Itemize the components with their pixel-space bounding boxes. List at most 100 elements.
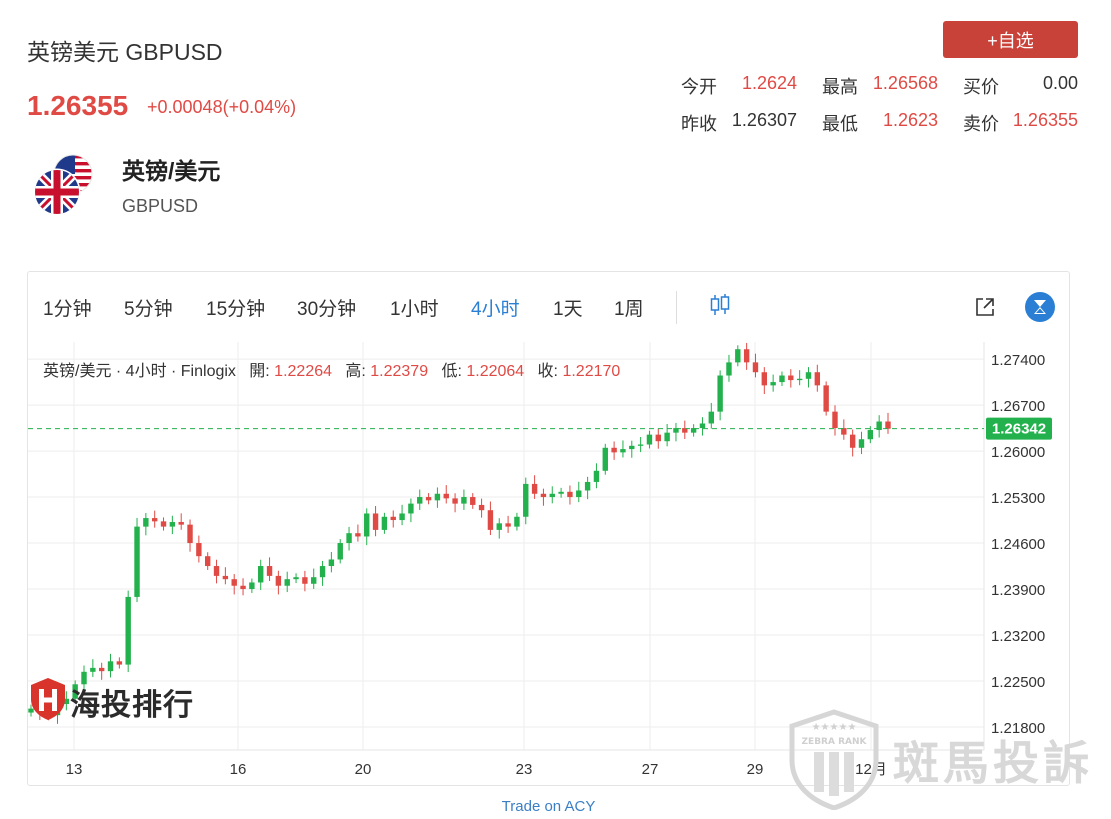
legend-open-label: 開:	[249, 363, 270, 380]
prev-close-label: 昨收	[681, 114, 717, 134]
y-tick-label: 1.26700	[991, 398, 1045, 415]
candle-body	[814, 372, 821, 386]
legend-high-label: 高:	[345, 363, 366, 380]
candle-body	[328, 559, 335, 567]
svg-text:★★★★★: ★★★★★	[812, 722, 857, 733]
zebra-rank-badge-text: ZEBRA RANK	[802, 737, 868, 747]
candle-body	[434, 493, 441, 501]
ask-value: 1.26355	[1012, 110, 1078, 130]
y-tick-label: 1.22500	[991, 674, 1045, 691]
symbol-name: 英镑/美元	[122, 158, 221, 184]
candle-body	[178, 522, 184, 525]
candle-body	[832, 411, 838, 429]
prev-close-value: 1.26307	[731, 110, 797, 130]
candle-body	[81, 671, 87, 685]
candle-body	[266, 566, 273, 576]
candle-body	[478, 504, 485, 511]
candle-body	[125, 596, 131, 665]
candle-body	[805, 372, 812, 379]
tab-1min[interactable]: 1分钟	[43, 299, 92, 320]
candle-body	[284, 579, 290, 586]
candle-body	[372, 513, 379, 530]
candle-body	[134, 526, 140, 597]
candle-body	[735, 349, 741, 363]
candle-body	[169, 522, 176, 527]
candlestick-icon[interactable]	[708, 293, 732, 317]
x-tick-label: 29	[747, 761, 764, 778]
candle-body	[567, 491, 573, 498]
candle-body	[408, 503, 414, 514]
candle-body	[461, 497, 467, 504]
y-tick-label: 1.24600	[991, 536, 1045, 553]
tab-30min[interactable]: 30分钟	[297, 299, 357, 320]
tradingview-logo-icon[interactable]	[1025, 292, 1055, 322]
candle-body	[558, 491, 564, 494]
candle-body	[399, 513, 405, 521]
toolbar-divider	[676, 291, 677, 324]
current-price-tag	[986, 417, 1052, 440]
candle-body	[151, 518, 158, 522]
candle-body	[849, 434, 856, 448]
candle-body	[885, 421, 891, 429]
candle-body	[779, 375, 785, 383]
candle-body	[576, 490, 582, 498]
candle-body	[487, 510, 494, 530]
y-tick-label: 1.23200	[991, 628, 1045, 645]
candle-body	[311, 577, 317, 584]
candle-body	[523, 483, 529, 517]
candle-body	[196, 543, 202, 557]
candle-body	[213, 566, 220, 576]
candle-body	[346, 533, 352, 544]
candle-body	[90, 667, 96, 672]
tab-5min[interactable]: 5分钟	[124, 299, 173, 320]
candle-body	[496, 523, 502, 530]
y-tick-label: 1.23900	[991, 582, 1045, 599]
candle-body	[752, 362, 759, 373]
high-label: 最高	[822, 77, 858, 97]
candle-body	[107, 661, 114, 672]
candle-body	[823, 385, 829, 412]
candle-body	[699, 423, 706, 429]
candle-body	[205, 556, 211, 567]
tab-1day[interactable]: 1天	[553, 299, 583, 320]
candle-body	[611, 447, 617, 453]
candle-body	[452, 498, 458, 504]
candle-body	[72, 684, 78, 699]
candle-body	[381, 516, 388, 530]
candle-body	[222, 575, 229, 580]
x-tick-label: 12月	[855, 761, 887, 778]
candle-body	[761, 372, 768, 386]
external-link-icon[interactable]	[974, 296, 996, 318]
bid-label: 买价	[963, 77, 999, 97]
chart-legend: 英镑/美元 · 4小时 · Finlogix 開: 1.22264 高: 1.2…	[43, 357, 620, 381]
candle-body	[116, 661, 123, 665]
candle-body	[788, 375, 794, 381]
candle-body	[425, 497, 432, 501]
candle-body	[655, 434, 661, 442]
legend-low-value: 1.22064	[466, 363, 525, 380]
x-tick-label: 27	[642, 761, 659, 778]
open-value: 1.2624	[741, 73, 797, 93]
tab-1week[interactable]: 1周	[614, 299, 644, 320]
candle-body	[637, 444, 644, 446]
candle-body	[390, 516, 396, 521]
legend-prefix: 英镑/美元 · 4小时 · Finlogix	[43, 363, 236, 380]
tab-4hour[interactable]: 4小时	[471, 299, 520, 320]
candle-body	[682, 428, 688, 433]
candle-body	[470, 497, 476, 505]
candlestick-chart[interactable]: 1.27400 1.26700 1.26000 1.25300 1.24600 1.239…	[28, 342, 1069, 782]
add-to-watchlist-button[interactable]: +自选	[943, 21, 1078, 58]
watermark-right-text: 斑馬投訴	[893, 737, 1093, 789]
tab-15min[interactable]: 15分钟	[206, 299, 266, 320]
tab-1hour[interactable]: 1小时	[390, 299, 439, 320]
candle-body	[646, 434, 653, 445]
zebra-rank-badge-icon: ZEBRA RANK ★★★★★	[789, 709, 879, 810]
trade-on-acy-link[interactable]: Trade on ACY	[501, 798, 596, 815]
candle-body	[28, 708, 34, 713]
x-tick-label: 16	[230, 761, 247, 778]
x-tick-label: 13	[66, 761, 83, 778]
candle-body	[690, 428, 697, 433]
y-tick-label: 1.26000	[991, 444, 1045, 461]
symbol-code: GBPUSD	[122, 196, 199, 216]
candle-body	[540, 493, 547, 498]
